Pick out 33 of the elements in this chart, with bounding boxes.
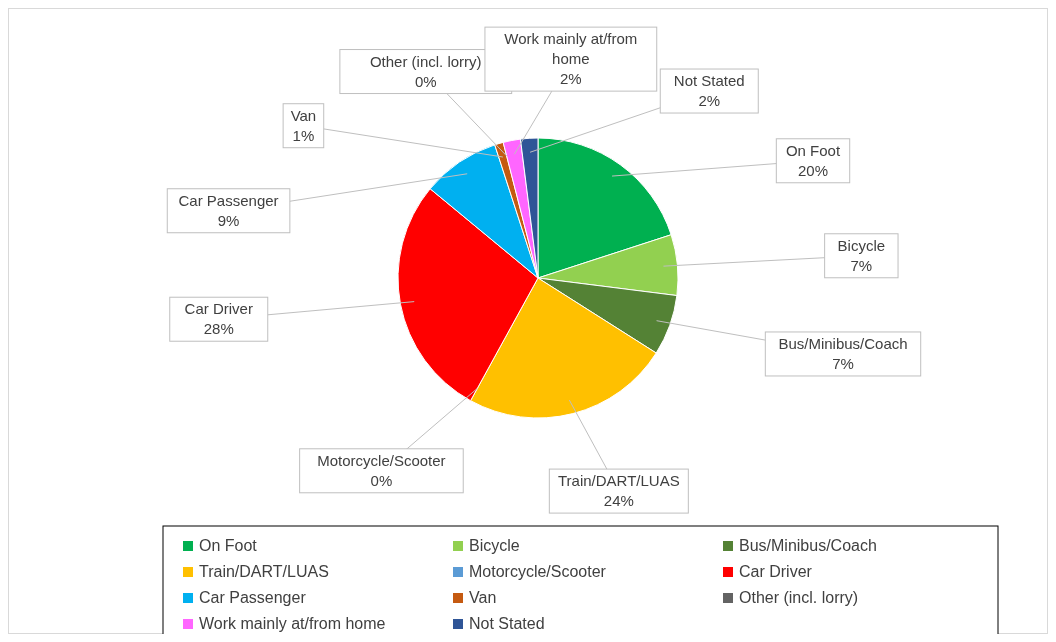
slice-label: Car Passenger [178,191,279,209]
category-label: Other (incl. lorry) [369,52,482,70]
data-label: 9% [217,211,240,229]
slice-label: Car Driver [184,300,253,318]
data-label: 28% [203,320,234,338]
legend-label: Other (incl. lorry) [739,589,859,606]
slice-label: Bus/Minibus/Coach [778,334,908,352]
legend-label: Car Passenger [199,589,307,606]
data-label: 7% [850,256,873,274]
legend-label: Bus/Minibus/Coach [739,537,877,554]
slice-label: Van [290,106,317,124]
legend-label: Not Stated [469,615,545,632]
slice-label: Train/DART/LUAS [557,472,680,490]
data-label: 24% [603,492,634,510]
text: 0% [370,471,393,489]
legend-label: Motorcycle/Scooter [469,563,607,580]
data-label: 2% [698,92,721,110]
legend-label: Train/DART/LUAS [199,563,329,580]
legend-label: Car Driver [739,563,813,580]
legend-label: Bicycle [469,537,520,554]
data-label: 7% [832,354,854,372]
category-label: Motorcycle/Scooter [317,451,446,469]
data-label: 2% [560,70,582,88]
legend-label: Van [469,589,497,606]
slice-label: On Foot [785,141,841,159]
legend-label: Work mainly at/from home [199,615,386,632]
legend-label: On Foot [199,537,258,554]
slice-label: Bicycle [837,236,886,254]
text: 0% [414,72,437,90]
slice-label: Work mainly at/from home [504,30,638,68]
slice-label: Not Stated [673,72,745,90]
data-label: 1% [292,126,315,144]
data-label: 20% [798,161,829,179]
